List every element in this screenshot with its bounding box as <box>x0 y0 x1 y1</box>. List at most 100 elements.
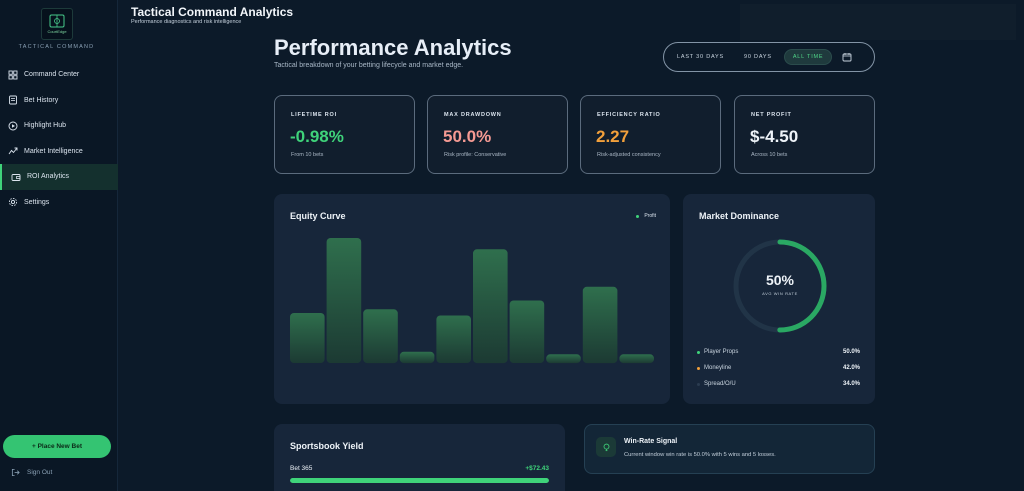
market-label: Player Props <box>704 349 739 355</box>
win-rate-signal-card: Win-Rate Signal Current window win rate … <box>584 424 875 474</box>
app-subtitle: Performance diagnostics and risk intelli… <box>131 19 242 25</box>
wallet-icon <box>11 173 21 181</box>
win-rate-donut: 50% AVG WIN RATE <box>732 238 828 334</box>
market-row-spread: Spread/O/U 34.0% <box>697 378 860 390</box>
signal-icon-box <box>596 437 616 457</box>
equity-bar[interactable] <box>509 300 545 364</box>
equity-bar[interactable] <box>363 309 398 364</box>
sidebar-item-command-center[interactable]: Command Center <box>0 62 118 88</box>
equity-bar[interactable] <box>399 351 435 364</box>
sidebar-item-label: Bet History <box>24 96 59 104</box>
market-row-moneyline: Moneyline 42.0% <box>697 362 860 374</box>
sidebar-item-settings[interactable]: Settings <box>0 190 118 216</box>
market-pct: 50.0% <box>842 349 860 355</box>
sidebar-item-bet-history[interactable]: Bet History <box>0 88 118 114</box>
signal-title: Win-Rate Signal <box>624 438 678 445</box>
stat-card-efficiency-ratio: EFFICIENCY RATIO 2.27 Risk-adjusted cons… <box>580 95 721 174</box>
equity-bar-chart <box>290 238 654 364</box>
stat-value: $-4.50 <box>750 127 799 146</box>
trend-icon <box>8 147 18 155</box>
sportsbook-yield-title: Sportsbook Yield <box>290 441 364 451</box>
stat-note: Across 10 bets <box>751 152 788 158</box>
stat-label: NET PROFIT <box>751 112 792 118</box>
legend-dot <box>636 214 640 218</box>
legend-label: Profit <box>644 213 656 219</box>
stat-label: MAX DRAWDOWN <box>444 112 502 118</box>
market-dot <box>697 366 700 370</box>
sign-out-icon <box>11 468 20 477</box>
stat-card-net-profit: NET PROFIT $-4.50 Across 10 bets <box>734 95 875 174</box>
header-toolbar-area <box>740 4 1016 40</box>
page-subtitle: Tactical breakdown of your betting lifec… <box>274 62 464 69</box>
play-circle-icon <box>8 121 18 131</box>
sidebar-nav: Command Center Bet History Highlight Hub… <box>0 62 118 215</box>
market-dot <box>697 350 700 354</box>
equity-bar[interactable] <box>619 354 654 364</box>
sidebar-item-highlight-hub[interactable]: Highlight Hub <box>0 113 118 139</box>
calendar-icon[interactable] <box>842 52 852 62</box>
yield-amount: +$72.43 <box>525 465 549 472</box>
stat-label: LIFETIME ROI <box>291 112 337 118</box>
win-rate-value: 50% <box>765 272 795 288</box>
win-rate-arc <box>733 239 827 333</box>
equity-curve-title: Equity Curve <box>290 211 346 221</box>
lightbulb-icon <box>603 443 609 451</box>
stat-value: 2.27 <box>596 127 630 146</box>
market-dot <box>697 382 700 386</box>
sign-out-link[interactable]: Sign Out <box>11 468 52 477</box>
yield-bar <box>290 478 549 483</box>
range-90-days[interactable]: 90 DAYS <box>744 54 772 60</box>
sidebar-item-roi-analytics[interactable]: ROI Analytics <box>0 164 118 190</box>
stat-note: Risk-adjusted consistency <box>597 152 661 158</box>
range-all-time[interactable]: ALL TIME <box>783 49 833 65</box>
sidebar-item-label: Command Center <box>24 71 80 79</box>
sidebar-item-label: Market Intelligence <box>24 147 83 155</box>
receipt-icon <box>9 95 17 105</box>
market-row-player-props: Player Props 50.0% <box>697 346 860 358</box>
equity-bar[interactable] <box>582 286 618 364</box>
yield-book-name: Bet 365 <box>290 465 313 472</box>
sidebar-item-label: Settings <box>24 198 50 206</box>
gear-icon <box>8 198 18 207</box>
market-dominance-title: Market Dominance <box>699 211 780 221</box>
equity-bar[interactable] <box>290 313 325 363</box>
market-pct: 42.0% <box>842 365 860 371</box>
sidebar: CourtEdge TACTICAL COMMAND Command Cente… <box>0 0 118 491</box>
brand-logo[interactable]: CourtEdge <box>41 8 73 40</box>
sidebar-item-market-intelligence[interactable]: Market Intelligence <box>0 139 118 165</box>
signal-text: Current window win rate is 50.0% with 5 … <box>624 452 776 458</box>
equity-bar[interactable] <box>326 238 362 363</box>
equity-curve-panel: Equity Curve Profit <box>274 194 670 404</box>
market-dominance-panel: Market Dominance 50% AVG WIN RATE Player… <box>683 194 875 404</box>
date-range-selector: LAST 30 DAYS 90 DAYS ALL TIME <box>663 42 875 72</box>
brand-subtitle: TACTICAL COMMAND <box>18 44 95 50</box>
yield-bar-fill <box>290 478 549 483</box>
sportsbook-yield-panel: Sportsbook Yield Bet 365 +$72.43 <box>274 424 565 491</box>
equity-bar[interactable] <box>473 249 508 364</box>
app-title: Tactical Command Analytics <box>131 5 294 19</box>
win-rate-label: AVG WIN RATE <box>762 291 798 296</box>
equity-bar[interactable] <box>546 354 581 364</box>
stat-card-lifetime-roi: LIFETIME ROI -0.98% From 10 bets <box>274 95 415 174</box>
place-new-bet-button[interactable]: + Place New Bet <box>3 435 111 458</box>
stat-label: EFFICIENCY RATIO <box>597 112 661 118</box>
market-label: Moneyline <box>704 365 732 371</box>
page-title: Performance Analytics <box>274 35 512 60</box>
sign-out-label: Sign Out <box>27 469 53 476</box>
yield-row: Bet 365 +$72.43 <box>290 465 549 472</box>
stat-note: From 10 bets <box>291 152 324 158</box>
sidebar-item-label: Highlight Hub <box>24 122 67 130</box>
stat-note: Risk profile: Conservative <box>444 152 507 158</box>
court-logo-icon <box>49 14 65 28</box>
logo-text: CourtEdge <box>47 29 67 34</box>
equity-bar[interactable] <box>436 315 471 364</box>
stat-card-max-drawdown: MAX DRAWDOWN 50.0% Risk profile: Conserv… <box>427 95 568 174</box>
stat-value: -0.98% <box>290 127 344 146</box>
grid-icon <box>8 70 18 80</box>
market-label: Spread/O/U <box>704 381 736 387</box>
equity-legend: Profit <box>636 213 656 219</box>
stat-value: 50.0% <box>443 127 492 146</box>
market-pct: 34.0% <box>842 381 860 387</box>
range-last-30-days[interactable]: LAST 30 DAYS <box>677 54 724 60</box>
sidebar-item-label: ROI Analytics <box>27 173 70 181</box>
